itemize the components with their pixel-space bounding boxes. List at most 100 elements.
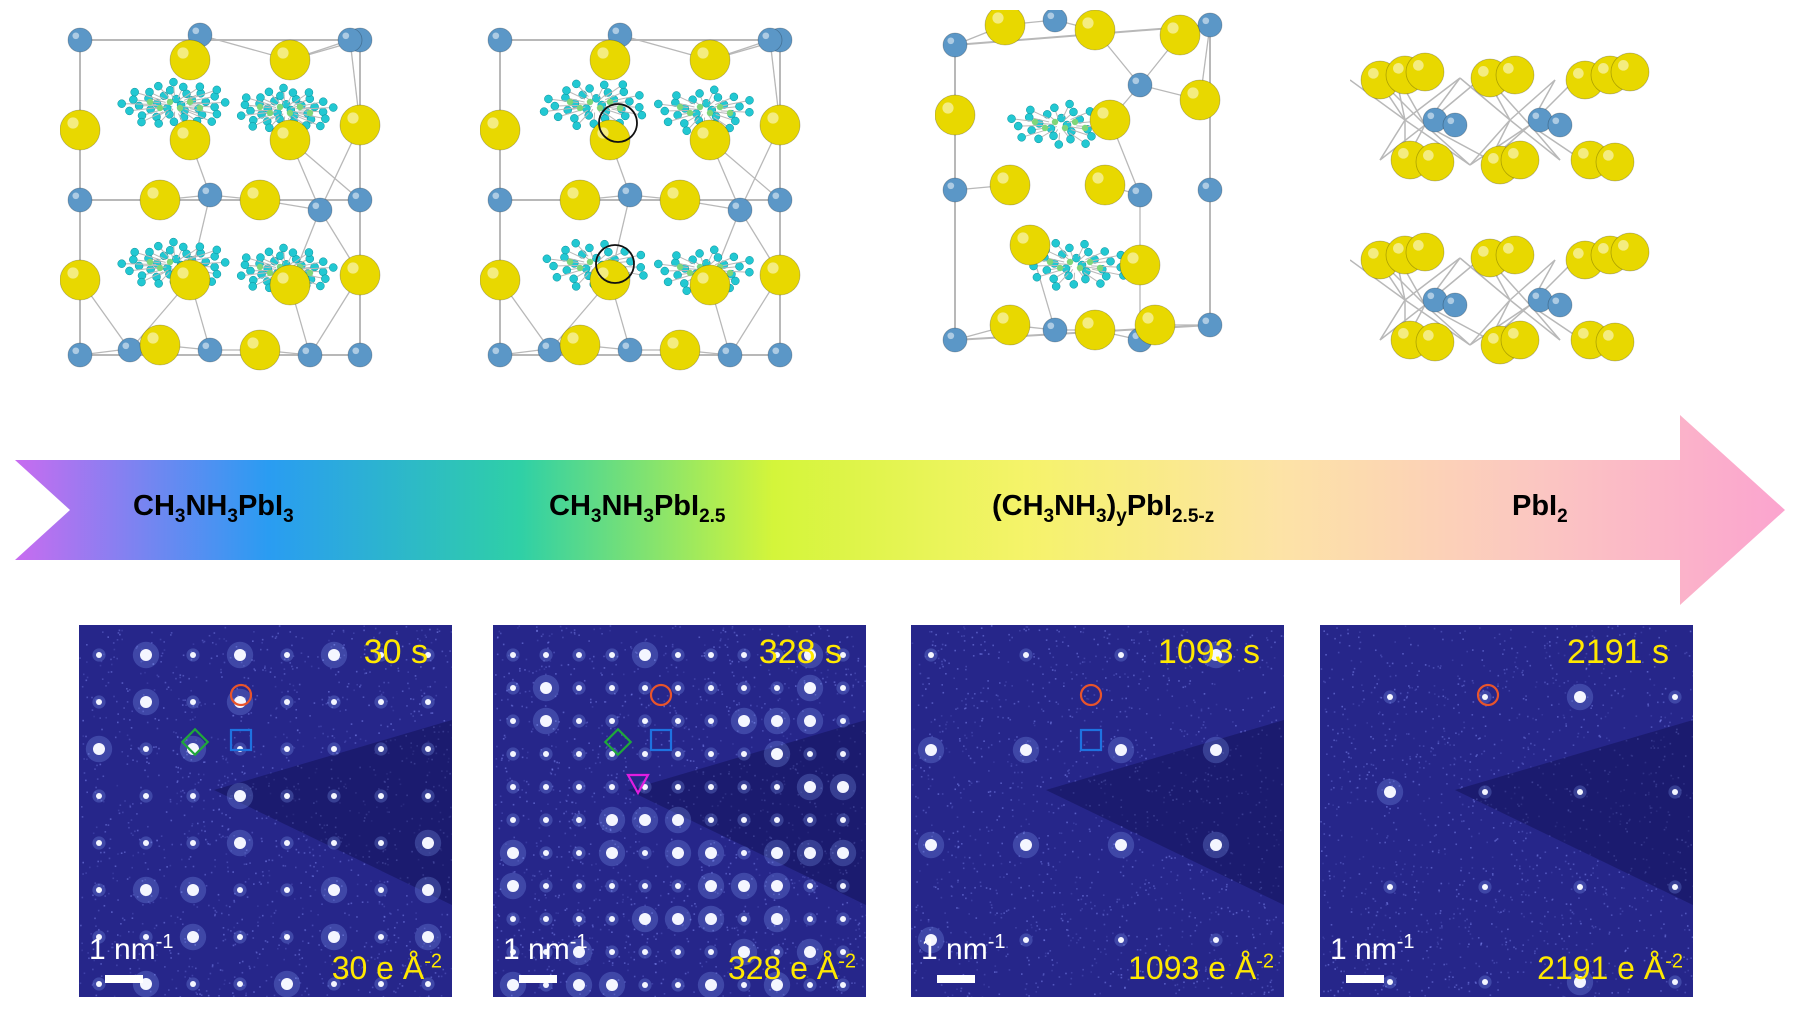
noise-dot [328,878,330,881]
lead-atom-highlight [352,192,360,200]
carbon-nitrogen-atom [286,109,294,117]
diffraction-spot [510,817,516,823]
noise-dot [1038,629,1041,632]
noise-dot [1066,929,1068,931]
noise-dot [655,802,657,805]
noise-dot [307,655,310,658]
noise-dot [607,918,610,921]
noise-dot [566,945,569,947]
noise-dot [980,627,983,630]
noise-dot [1146,630,1149,633]
noise-dot [585,752,588,754]
noise-dot [295,848,298,851]
noise-dot [132,894,135,896]
noise-dot [789,733,792,735]
noise-dot [177,952,180,955]
noise-dot [724,845,727,848]
noise-dot [343,644,345,646]
noise-dot [638,826,641,828]
noise-dot [623,915,625,918]
noise-dot [321,903,323,906]
noise-dot [515,685,518,688]
noise-dot [922,912,924,914]
noise-dot [617,793,619,795]
noise-dot [83,772,86,774]
noise-dot [678,980,680,983]
noise-dot [695,726,698,728]
noise-dot [769,820,771,822]
noise-dot [829,938,832,941]
hydrogen-atom [236,271,246,280]
noise-dot [793,971,796,974]
noise-dot [861,964,864,967]
noise-dot [699,696,702,698]
structure-pbi2 [1350,52,1650,365]
noise-dot [1112,828,1115,830]
noise-dot [184,938,186,940]
noise-dot [411,901,413,903]
noise-dot [861,958,864,961]
noise-dot [277,632,280,635]
noise-dot [342,647,344,649]
iodine-atom-highlight [277,127,289,139]
noise-dot [85,735,87,738]
noise-dot [81,949,83,952]
bond [134,91,161,101]
noise-dot [118,812,121,815]
noise-dot [213,632,216,634]
noise-dot [981,810,983,813]
noise-dot [625,766,627,768]
noise-dot [285,756,288,759]
noise-dot [339,837,341,839]
diffraction-spot [425,652,431,658]
noise-dot [1101,848,1103,851]
noise-dot [1122,865,1125,868]
noise-dot [140,660,143,663]
noise-dot [702,819,704,822]
noise-dot [792,829,794,831]
lead-atom-highlight [1447,297,1455,305]
noise-dot [386,725,389,728]
noise-dot [633,818,636,820]
iodine-atom-highlight [767,112,779,124]
noise-dot [436,628,439,631]
noise-dot [224,836,226,839]
noise-dot [751,878,753,880]
noise-dot [196,993,198,996]
hydrogen-atom [178,242,188,252]
noise-dot [729,862,732,865]
noise-dot [189,957,191,960]
noise-dot [1002,716,1004,719]
noise-dot [85,779,87,782]
noise-dot [152,663,155,665]
noise-dot [283,958,286,961]
noise-dot [965,737,968,739]
iodine-atom [1595,322,1635,362]
noise-dot [1135,739,1137,742]
noise-dot [666,816,669,819]
noise-dot [765,977,768,980]
noise-dot [358,812,360,814]
noise-dot [140,648,143,651]
diffraction-panel-1: 30 s 1 nm-1 30 e Å-2 [79,625,452,997]
noise-dot [803,739,805,742]
noise-dot [1139,678,1142,680]
noise-dot [500,859,503,861]
noise-dot [611,673,614,676]
noise-dot [1086,762,1088,764]
noise-dot [538,986,540,989]
noise-dot [915,989,918,992]
noise-dot [291,883,293,886]
noise-dot [496,878,499,880]
noise-dot [524,669,526,671]
noise-dot [757,906,759,908]
noise-dot [314,771,317,774]
carbon-nitrogen-atom [566,98,574,106]
noise-dot [297,782,300,785]
noise-dot [98,892,101,895]
noise-dot [1255,647,1258,650]
noise-dot [568,787,571,789]
noise-dot [629,846,632,848]
noise-dot [1134,859,1137,862]
noise-dot [123,707,125,709]
